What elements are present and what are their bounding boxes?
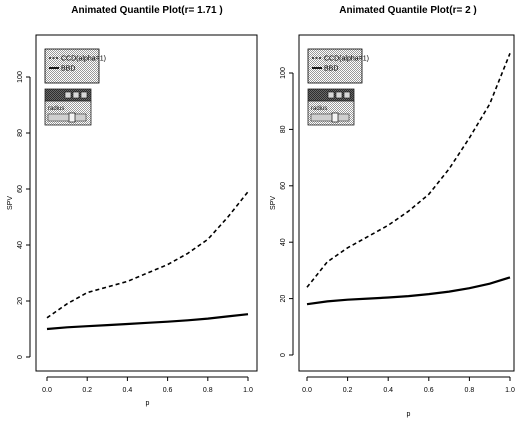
x-tick-label: 0.0: [42, 387, 52, 394]
y-tick-label: 40: [17, 241, 24, 249]
x-tick-label: 1.0: [505, 387, 515, 394]
legend-box: [44, 48, 100, 84]
y-tick-label: 0: [17, 355, 24, 359]
radius-slider-widget[interactable]: radius: [44, 88, 92, 126]
x-axis-label: p: [407, 411, 411, 418]
x-tick-label: 0.6: [424, 387, 434, 394]
x-tick-label: 0.2: [82, 387, 92, 394]
y-tick-label: 0: [280, 353, 287, 357]
plot-frame: [298, 34, 515, 372]
y-tick-label: 60: [280, 182, 287, 190]
legend-box: [307, 48, 363, 84]
x-tick-label: 0.0: [302, 387, 312, 394]
radius-slider-handle[interactable]: [68, 112, 76, 123]
maximize-icon[interactable]: [335, 91, 343, 99]
chart-panel-1: Animated Quantile Plot(r= 1.71 ) 0.0 0.2 0.…: [7, 5, 258, 407]
close-icon[interactable]: [343, 91, 351, 99]
chart-panel-2: Animated Quantile Plot(r= 2 ) 0.0 0.2 0.4 0.…: [270, 5, 515, 418]
x-tick-label: 0.2: [343, 387, 353, 394]
x-tick-label: 1.0: [243, 387, 253, 394]
x-tick-label: 0.8: [203, 387, 213, 394]
legend-entry: BBD: [324, 66, 338, 73]
y-tick-label: 60: [17, 185, 24, 193]
maximize-icon[interactable]: [72, 91, 80, 99]
series-line-ccd: [46, 191, 249, 319]
series-line-bbd: [306, 276, 511, 306]
series-line-ccd: [306, 53, 511, 288]
radius-slider-handle[interactable]: [331, 112, 339, 123]
legend-entry: CCD(alpha=1): [324, 56, 369, 63]
plot-frame: [35, 34, 258, 372]
minimize-icon[interactable]: [64, 91, 72, 99]
x-tick-label: 0.4: [383, 387, 393, 394]
x-tick-label: 0.6: [163, 387, 173, 394]
y-tick-label: 80: [17, 129, 24, 137]
radius-slider-widget[interactable]: radius: [307, 88, 355, 126]
y-axis-label: SPV: [7, 196, 14, 210]
radius-label: radius: [311, 106, 327, 112]
chart-title: Animated Quantile Plot(r= 1.71 ): [71, 5, 222, 16]
y-tick-label: 100: [280, 67, 287, 79]
close-icon[interactable]: [80, 91, 88, 99]
radius-slider-track[interactable]: [310, 113, 350, 122]
radius-slider-track[interactable]: [47, 113, 87, 122]
chart-title: Animated Quantile Plot(r= 2 ): [339, 5, 477, 16]
x-axis-label: p: [146, 400, 150, 407]
y-tick-label: 80: [280, 125, 287, 133]
y-tick-label: 100: [17, 71, 24, 83]
widget-body: [307, 100, 355, 126]
minimize-icon[interactable]: [327, 91, 335, 99]
x-tick-label: 0.4: [123, 387, 133, 394]
y-tick-label: 20: [280, 295, 287, 303]
legend-entry: CCD(alpha=1): [61, 56, 106, 63]
series-line-bbd: [46, 313, 249, 331]
x-tick-label: 0.8: [465, 387, 475, 394]
legend-entry: BBD: [61, 66, 75, 73]
radius-label: radius: [48, 106, 64, 112]
y-axis-label: SPV: [270, 196, 277, 210]
y-tick-label: 40: [280, 238, 287, 246]
widget-body: [44, 100, 92, 126]
y-tick-label: 20: [17, 297, 24, 305]
